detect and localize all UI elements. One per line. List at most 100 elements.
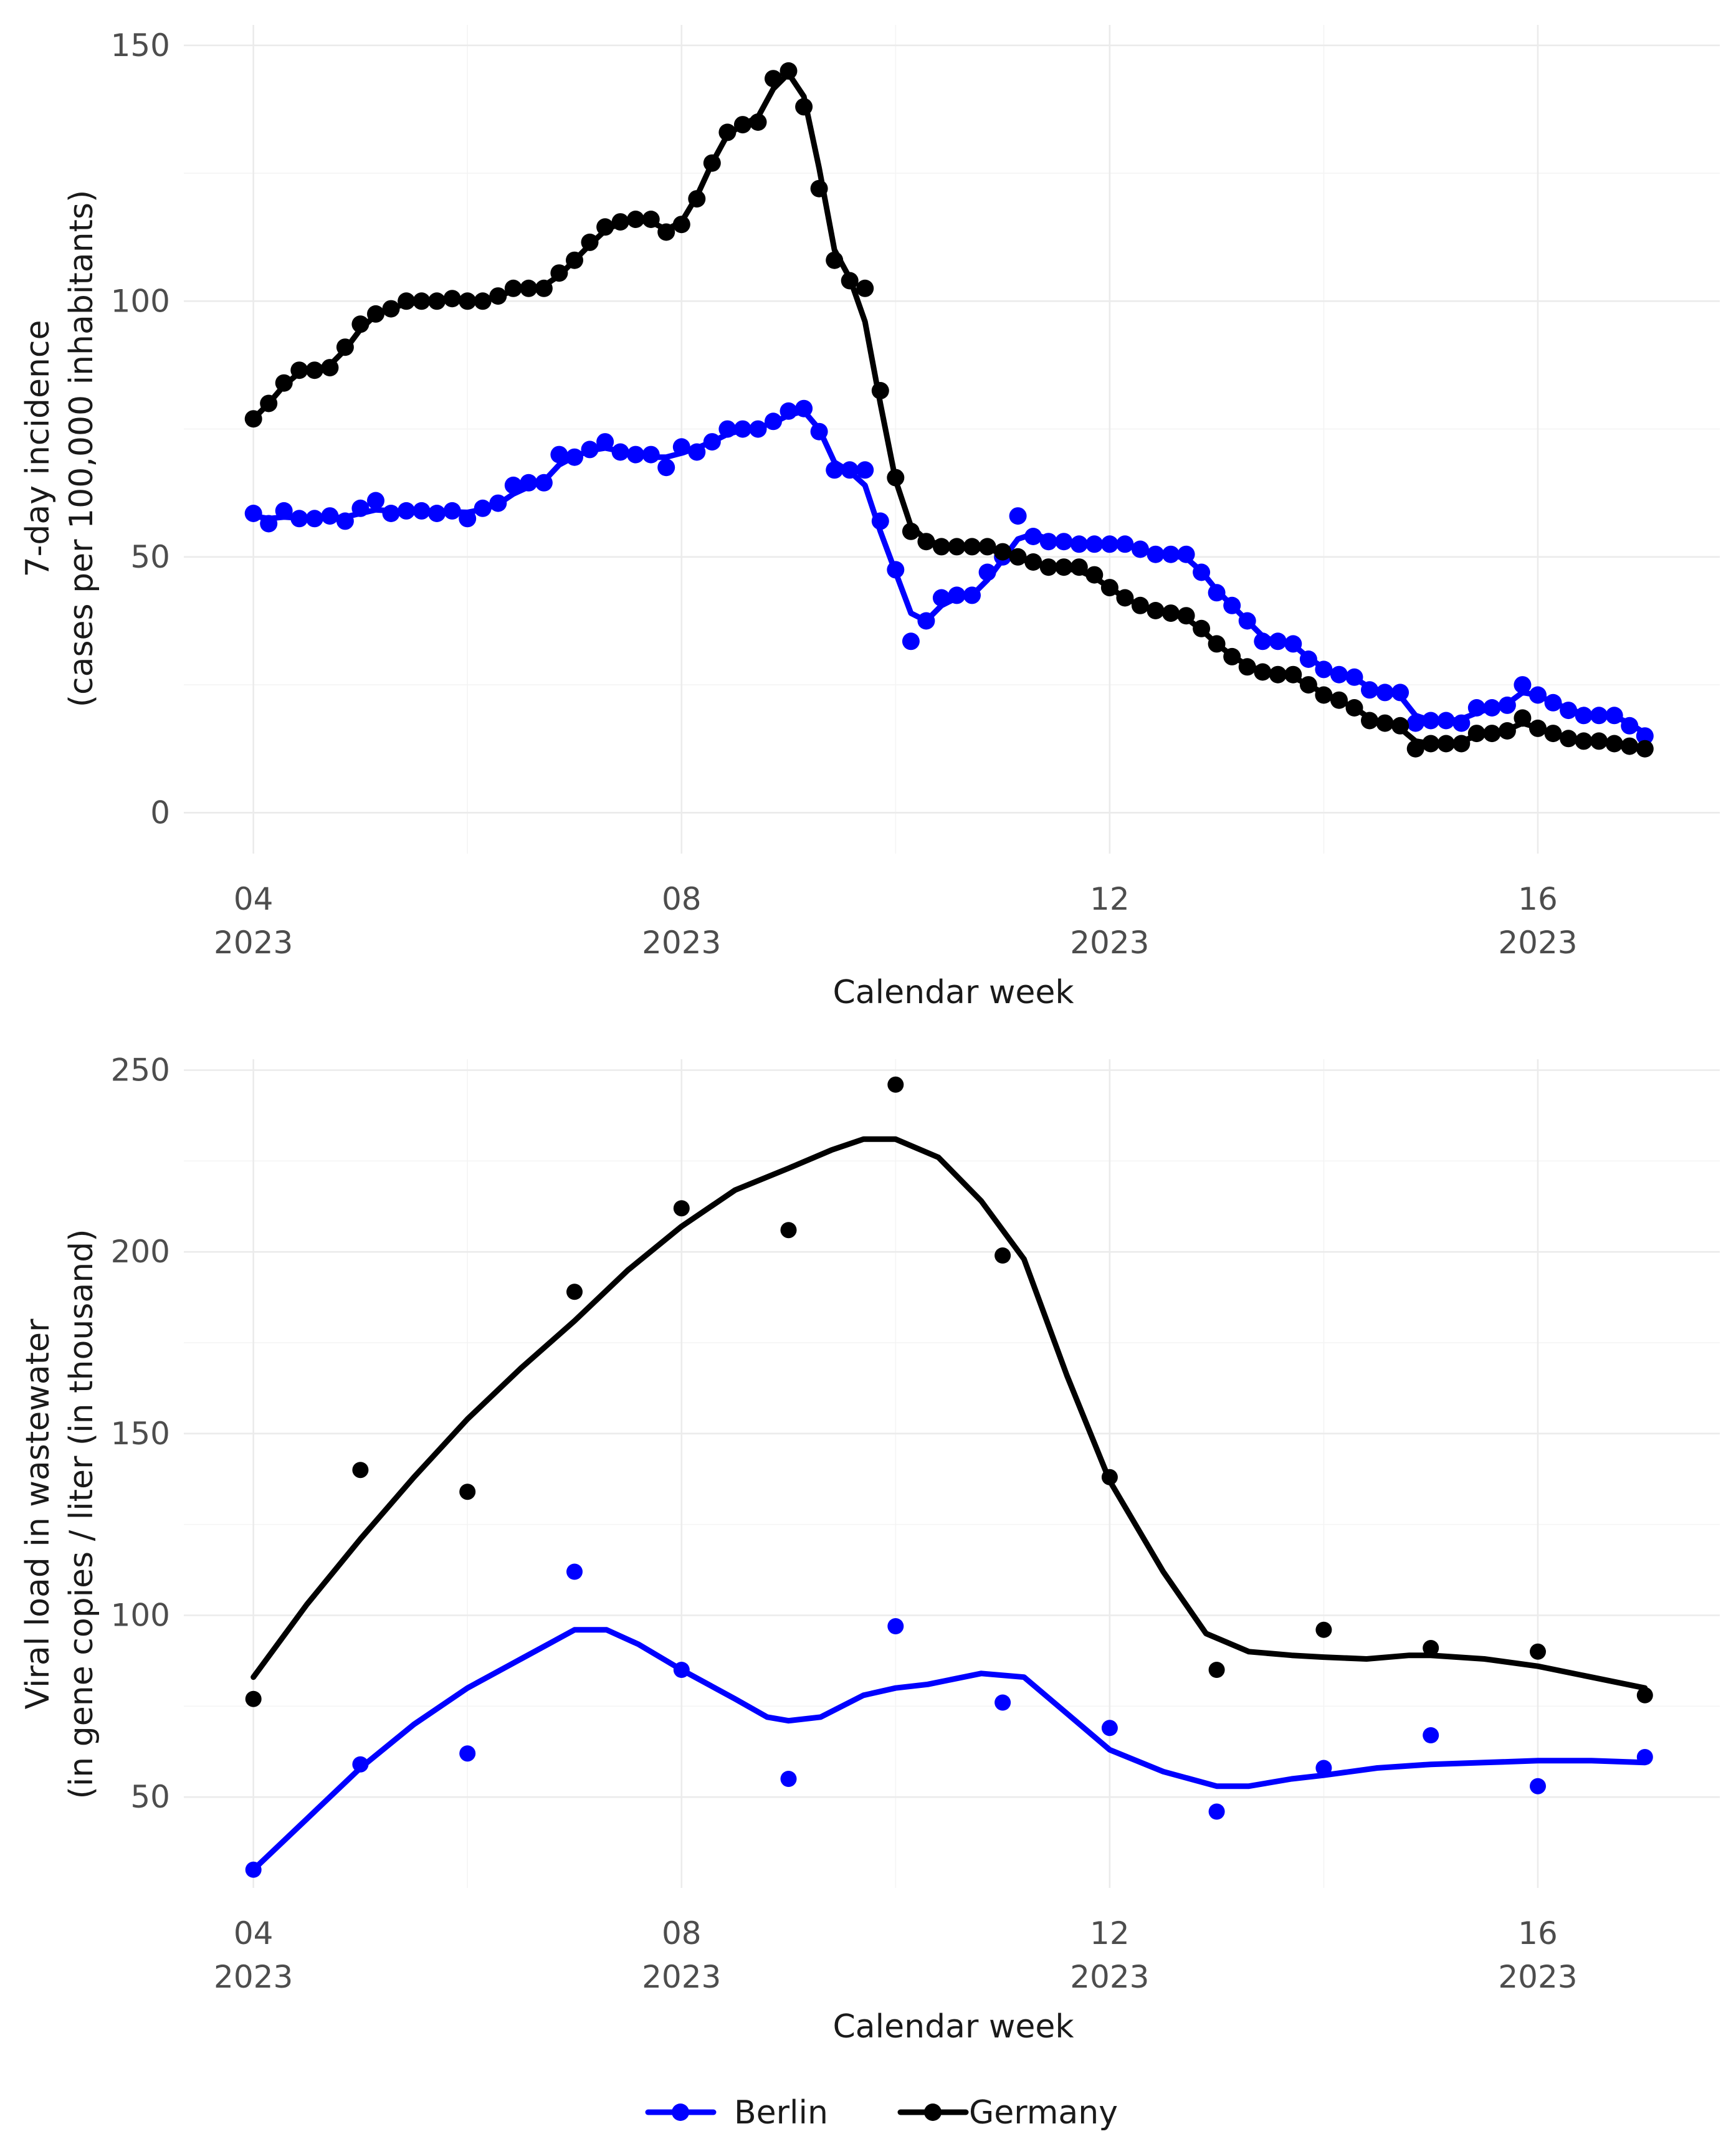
incidence-germany-point [1498, 722, 1516, 740]
incidence-berlin-point [1391, 684, 1409, 702]
incidence-berlin-point [1529, 686, 1547, 704]
incidence-germany-point [1208, 635, 1226, 653]
incidence-berlin-point [1208, 584, 1226, 602]
incidence-germany-point [550, 264, 568, 282]
incidence-germany-point [1284, 665, 1302, 684]
incidence-germany-point [703, 154, 721, 172]
incidence-germany-point [1039, 558, 1057, 576]
incidence-berlin-point [841, 461, 859, 479]
incidence-germany-point [1116, 589, 1134, 607]
incidence-germany-point [1193, 619, 1211, 637]
incidence-berlin-point [489, 494, 507, 512]
incidence-berlin-point [1177, 545, 1195, 563]
incidence-germany-point [1269, 665, 1287, 684]
viral-load-series-berlin [245, 1563, 1653, 1878]
incidence-berlin-point [963, 586, 981, 604]
incidence-germany-point [413, 292, 431, 310]
incidence-berlin-point [1131, 540, 1149, 558]
incidence-berlin-point [1452, 714, 1471, 732]
incidence-germany-point [948, 538, 966, 556]
incidence-germany-point [305, 361, 323, 379]
incidence-germany-line [250, 70, 1648, 752]
viral-load-y-tick-labels: 50 100 150 200 250 [111, 1052, 170, 1816]
legend-label-germany: Germany [969, 2094, 1118, 2132]
incidence-berlin-point [1467, 699, 1486, 717]
viral-load-x-tick-label-year: 2023 [214, 1959, 293, 1995]
viral-load-x-tick-label-week: 04 [234, 1915, 274, 1951]
incidence-berlin-point [627, 445, 645, 464]
viral-load-germany-point [352, 1462, 369, 1479]
incidence-germany-point [856, 279, 874, 297]
incidence-berlin-point [611, 443, 629, 461]
incidence-y-tick-label: 0 [150, 794, 170, 831]
incidence-berlin-point [902, 632, 920, 650]
incidence-berlin-point [1269, 632, 1287, 650]
incidence-germany-point [627, 211, 645, 228]
incidence-berlin-point [413, 502, 431, 520]
incidence-berlin-point [290, 510, 308, 528]
incidence-berlin-point [459, 510, 477, 528]
incidence-gridlines [184, 25, 1720, 854]
incidence-berlin-point [657, 459, 675, 477]
incidence-germany-point [382, 300, 400, 318]
incidence-germany-point [1605, 735, 1623, 753]
viral-load-berlin-point [780, 1771, 797, 1787]
viral-load-y-tick-label: 250 [111, 1052, 170, 1089]
incidence-berlin-point [1330, 665, 1348, 684]
viral-load-germany-point [1315, 1621, 1332, 1638]
incidence-germany-point [932, 538, 950, 556]
incidence-germany-point [978, 538, 996, 556]
incidence-berlin-point [474, 499, 492, 517]
incidence-germany-point [733, 116, 751, 134]
incidence-berlin-point [1100, 535, 1118, 553]
incidence-germany-point [1376, 714, 1394, 732]
incidence-berlin-point [1009, 507, 1027, 525]
incidence-berlin-point [428, 505, 446, 522]
incidence-germany-point [1100, 579, 1118, 597]
viral-load-berlin-point [1530, 1778, 1546, 1794]
incidence-berlin-point [1147, 545, 1165, 563]
incidence-germany-point [1636, 740, 1654, 758]
viral-load-germany-point [1208, 1662, 1225, 1678]
incidence-berlin-point [1299, 650, 1317, 668]
incidence-germany-point [765, 70, 782, 88]
incidence-germany-point [1483, 725, 1501, 743]
viral-load-berlin-point [1208, 1803, 1225, 1820]
incidence-y-tick-label: 150 [111, 27, 170, 64]
incidence-berlin-point [1514, 676, 1532, 694]
incidence-germany-point [581, 233, 599, 251]
viral-load-berlin-point [245, 1861, 262, 1878]
incidence-series-berlin [244, 399, 1654, 745]
incidence-berlin-point [733, 420, 751, 438]
incidence-germany-point [1422, 735, 1440, 753]
incidence-berlin-point [1498, 696, 1516, 714]
incidence-germany-point [535, 279, 553, 297]
incidence-berlin-point [1085, 535, 1104, 553]
incidence-berlin-point [856, 461, 874, 479]
incidence-germany-point [1575, 732, 1593, 750]
viral-load-germany-point [1530, 1643, 1546, 1660]
incidence-berlin-point [1315, 660, 1333, 679]
incidence-berlin-point [596, 433, 614, 451]
legend-item-germany: Germany [897, 2094, 1118, 2132]
incidence-germany-point [749, 113, 767, 131]
incidence-berlin-point [1345, 668, 1363, 686]
incidence-berlin-point [932, 589, 950, 607]
incidence-berlin-point [1116, 535, 1134, 553]
viral-load-y-axis-subtitle: (in gene copies / liter (in thousand) [63, 1229, 100, 1799]
incidence-germany-point [688, 190, 706, 208]
incidence-germany-point [1223, 647, 1241, 665]
incidence-berlin-point [1437, 712, 1455, 730]
viral-load-y-tick-label: 200 [111, 1234, 170, 1270]
incidence-germany-point [1085, 566, 1104, 584]
incidence-germany-point [1467, 725, 1486, 743]
incidence-germany-point [1162, 604, 1180, 622]
viral-load-germany-point [673, 1200, 690, 1217]
incidence-germany-point [963, 538, 981, 556]
viral-load-germany-point [459, 1484, 476, 1500]
incidence-berlin-point [749, 420, 767, 438]
incidence-berlin-point [443, 502, 461, 520]
incidence-germany-point [398, 292, 416, 310]
legend-item-berlin: Berlin [645, 2094, 828, 2132]
